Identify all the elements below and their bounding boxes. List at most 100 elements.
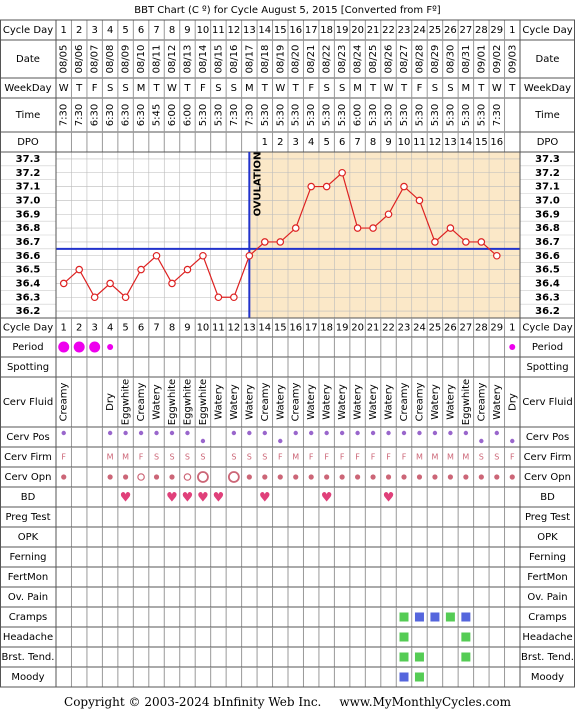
date-cell: 08/16 [229, 45, 240, 74]
date-cell: 09/03 [507, 45, 518, 74]
cerv-pos-marker [401, 430, 407, 436]
cycle-day-cell: 6 [138, 25, 144, 36]
time-cell: 5:30 [198, 104, 209, 126]
cerv-firm-cell: S [479, 453, 484, 462]
row-label: Headache [522, 632, 572, 643]
temperature-point [168, 279, 176, 288]
time-cell: 5:30 [461, 104, 472, 126]
cerv-opn-marker [153, 474, 160, 480]
cycle-day-cell: 10 [197, 323, 210, 334]
period-marker [107, 344, 114, 350]
y-tick-label: 37.2 [535, 168, 560, 179]
date-cell: 09/02 [492, 45, 503, 74]
cerv-firm-cell: S [494, 453, 499, 462]
cerv-fluid-cell: Watery [152, 384, 163, 420]
cerv-pos-marker [370, 430, 376, 436]
temperature-point [462, 238, 470, 246]
cycle-day-cell: 13 [243, 323, 256, 334]
weekday-cell: W [384, 83, 394, 94]
temperature-point [245, 251, 254, 260]
weekday-cell: T [369, 83, 377, 94]
cerv-firm-cell: S [185, 453, 190, 462]
date-cell: 08/08 [105, 45, 116, 74]
cycle-day-cell: 20 [351, 25, 364, 36]
time-cell: 6:00 [167, 104, 178, 126]
y-tick-label: 36.5 [535, 265, 560, 276]
row-label: DPO [17, 137, 39, 148]
cerv-pos-marker [494, 430, 499, 436]
row-label: Cerv Fluid [522, 397, 572, 408]
temperature-point [276, 238, 285, 246]
cycle-day-cell: 10 [197, 25, 210, 36]
cerv-firm-cell: F [278, 453, 283, 462]
cerv-firm-cell: S [154, 453, 159, 462]
y-tick-label: 36.2 [16, 306, 41, 317]
time-cell: 5:30 [368, 104, 379, 126]
cycle-day-cell: 29 [490, 25, 503, 36]
heart-marker: ♥ [259, 491, 271, 506]
cerv-fluid-cell: Creamy [291, 383, 302, 422]
cerv-fluid-cell: Creamy [59, 383, 70, 422]
cerv-opn-marker [308, 474, 314, 480]
cycle-day-cell: 7 [153, 25, 159, 36]
cerv-opn-marker [432, 474, 438, 480]
cerv-firm-cell: M [292, 453, 299, 462]
heart-marker: ♥ [120, 491, 132, 506]
cerv-opn-marker [324, 474, 330, 480]
cerv-opn-marker [385, 474, 392, 480]
weekday-cell: F [308, 83, 314, 94]
cerv-firm-cell: F [371, 453, 376, 462]
cerv-opn-marker [370, 474, 376, 480]
cerv-pos-marker [386, 430, 391, 436]
cycle-day-cell: 28 [475, 25, 488, 36]
weekday-cell: S [447, 83, 453, 94]
period-marker [89, 341, 101, 353]
date-cell: 08/12 [167, 45, 178, 74]
time-cell: 7:30 [74, 104, 85, 126]
row-label: Ferning [529, 552, 566, 563]
cerv-pos-marker [154, 430, 159, 436]
temperature-point [322, 182, 331, 191]
temperature-point [90, 293, 99, 302]
row-label: Time [15, 110, 40, 121]
cerv-pos-marker [123, 430, 128, 436]
cycle-day-cell: 3 [91, 323, 97, 334]
time-cell: 5:30 [322, 104, 333, 126]
period-marker [73, 341, 85, 353]
row-label: Spotting [526, 362, 568, 373]
cerv-opn-marker [447, 474, 453, 480]
time-cell: 5:30 [291, 104, 302, 126]
cerv-pos-marker [309, 430, 314, 436]
temperature-point [291, 224, 300, 232]
luteal-phase-bg [249, 152, 521, 318]
temperature-point [152, 251, 161, 260]
cycle-day-cell: 4 [107, 323, 113, 334]
symptom-marker [430, 612, 440, 622]
cerv-fluid-cell: Dry [507, 393, 518, 411]
row-label: WeekDay [524, 83, 571, 94]
cycle-day-cell: 22 [382, 25, 395, 36]
period-marker [509, 344, 516, 350]
time-cell: 5:30 [306, 104, 317, 126]
row-label: Preg Test [5, 512, 50, 523]
cycle-day-cell: 21 [367, 323, 380, 334]
cerv-firm-cell: F [402, 453, 407, 462]
temperature-point [230, 293, 238, 302]
y-tick-label: 36.6 [535, 251, 560, 262]
row-label: Brst. Tend. [2, 652, 55, 663]
cerv-firm-cell: F [355, 453, 360, 462]
symptom-marker [399, 612, 409, 622]
date-cell: 08/06 [74, 45, 85, 74]
cerv-pos-marker [185, 430, 190, 436]
cycle-day-cell: 28 [475, 323, 488, 334]
y-tick-label: 36.3 [535, 292, 560, 303]
footer-copyright: Copyright © 2003-2024 bInfinity Web Inc. [64, 695, 322, 709]
date-cell: 08/14 [198, 45, 209, 74]
cerv-fluid-cell: Watery [368, 384, 379, 420]
weekday-cell: M [353, 83, 362, 94]
time-cell: 7:30 [244, 104, 255, 126]
weekday-cell: F [92, 83, 98, 94]
cerv-firm-cell: F [386, 453, 391, 462]
dpo-cell: 2 [277, 137, 283, 148]
cerv-pos-marker [463, 430, 469, 436]
